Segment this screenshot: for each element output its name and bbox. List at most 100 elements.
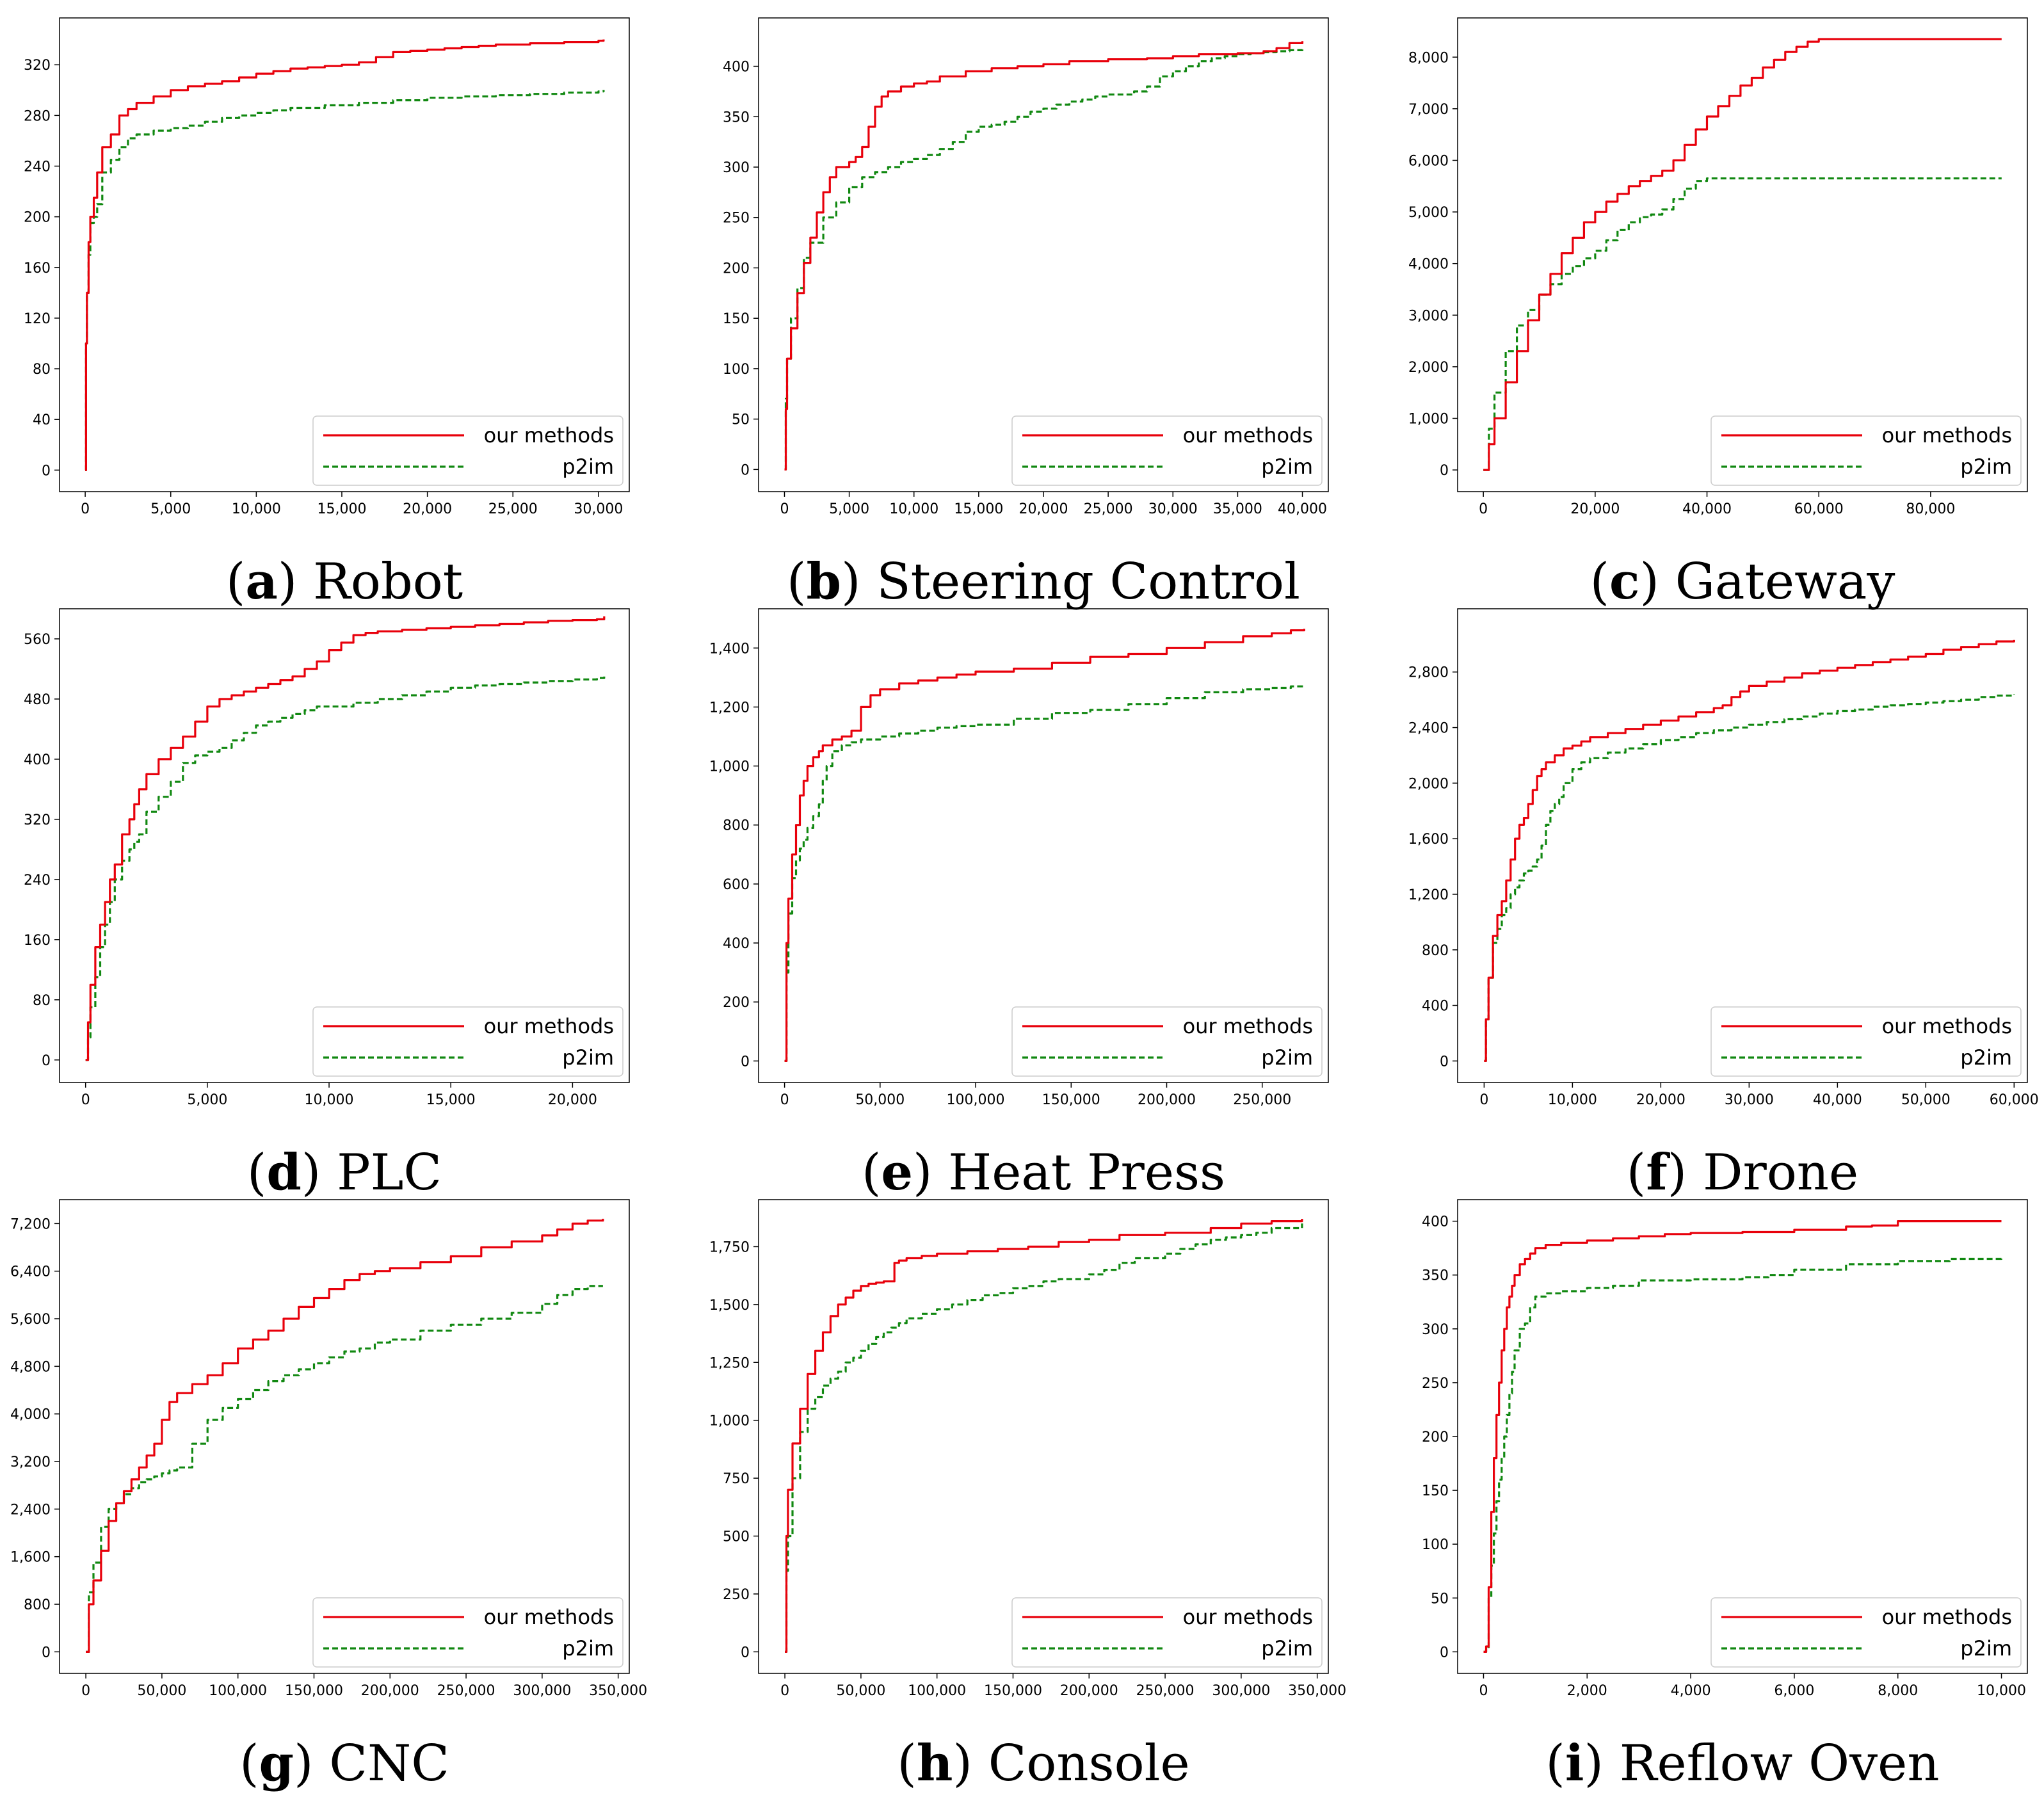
caption-title: Robot	[313, 553, 463, 611]
axes-frame	[758, 608, 1329, 1083]
legend: our methods p2im	[1710, 1006, 2022, 1077]
y-tick-label: 80	[33, 993, 51, 1009]
y-tick-label: 320	[24, 58, 51, 74]
caption-title: Console	[988, 1735, 1190, 1792]
caption-letter: i	[1565, 1734, 1584, 1792]
legend-box	[1011, 415, 1323, 486]
y-tick-label: 2,800	[1408, 665, 1449, 681]
x-tick-label: 15,000	[426, 1092, 476, 1108]
caption-title: Gateway	[1675, 553, 1895, 611]
caption-letter: b	[806, 552, 842, 611]
caption-f: (f) Drone	[1626, 1143, 1859, 1202]
chart-e-svg: 0 200 400 600 800 1,000 1,200 1,400 0 50,000 100,0…	[709, 608, 1329, 1108]
y-tick-label: 200	[24, 210, 51, 226]
y-tick-label: 320	[24, 812, 51, 828]
caption-title: CNC	[329, 1735, 449, 1792]
y-tick-label: 50	[1431, 1591, 1449, 1607]
x-tick-label: 0	[81, 501, 90, 517]
y-tick-label: 4,800	[10, 1359, 51, 1375]
legend-label-our-methods: our methods	[1183, 1014, 1313, 1038]
legend-label-our-methods: our methods	[484, 1014, 614, 1038]
x-tick-label: 350,000	[1288, 1683, 1346, 1699]
x-tick-label: 10,000	[232, 501, 281, 517]
x-tick-label: 6,000	[1774, 1683, 1814, 1699]
y-tick-label: 4,000	[1408, 257, 1449, 273]
x-tick-label: 35,000	[1213, 501, 1262, 517]
series-our-methods-line	[785, 1219, 1303, 1654]
series-our-methods-line	[86, 1218, 604, 1654]
x-tick-label: 0	[780, 1683, 789, 1699]
legend-box	[312, 1006, 624, 1077]
legend: our methods p2im	[312, 1597, 624, 1668]
caption-c: (c) Gateway	[1589, 552, 1895, 611]
legend-label-p2im: p2im	[1261, 1045, 1313, 1070]
y-tick-label: 400	[1422, 1214, 1449, 1230]
series-p2im-line	[784, 49, 1304, 471]
series-our-methods-line	[1483, 1219, 2002, 1654]
x-tick-label: 60,000	[1794, 501, 1844, 517]
caption-letter: a	[245, 552, 278, 611]
y-tick-label: 0	[42, 1053, 51, 1069]
x-tick-label: 30,000	[1725, 1092, 1774, 1108]
legend-label-our-methods: our methods	[1882, 1605, 2012, 1629]
y-tick-label: 8,000	[1408, 50, 1449, 66]
y-tick-label: 400	[24, 752, 51, 768]
series-our-methods-line	[1484, 640, 2015, 1063]
y-tick-label: 1,250	[709, 1355, 750, 1371]
y-tick-label: 0	[1440, 463, 1449, 479]
caption-h: (h) Console	[897, 1734, 1190, 1792]
x-tick-label: 100,000	[947, 1092, 1005, 1108]
y-tick-label: 240	[24, 159, 51, 175]
caption-title: PLC	[337, 1144, 442, 1202]
axes-frame	[1457, 17, 2028, 492]
y-tick-label: 0	[741, 1645, 750, 1661]
x-tick-label: 200,000	[361, 1683, 419, 1699]
legend-box	[1710, 1006, 2022, 1077]
x-tick-label: 200,000	[1060, 1683, 1118, 1699]
x-tick-label: 0	[1479, 501, 1488, 517]
x-tick-label: 150,000	[285, 1683, 343, 1699]
y-tick-label: 250	[723, 211, 750, 227]
axes-frame	[1457, 608, 2028, 1083]
axes-frame	[59, 17, 630, 492]
legend-box	[312, 1597, 624, 1668]
y-tick-label: 280	[24, 108, 51, 124]
x-tick-label: 250,000	[437, 1683, 495, 1699]
x-tick-label: 20,000	[1019, 501, 1068, 517]
y-tick-label: 1,500	[709, 1298, 750, 1314]
caption-g: (g) CNC	[239, 1734, 449, 1792]
legend: our methods p2im	[312, 415, 624, 486]
chart-panel-g: 0 800 1,600 2,400 3,200 4,000 4,800 5,600 6,400 7…	[2, 1199, 647, 1789]
y-tick-label: 1,600	[10, 1550, 51, 1566]
x-tick-label: 200,000	[1138, 1092, 1196, 1108]
y-tick-label: 480	[24, 692, 51, 708]
chart-i-svg: 0 50 100 150 200 250 300 350 400 0 2,000 4,000 6,000…	[1422, 1199, 2028, 1699]
x-tick-label: 0	[1479, 1683, 1488, 1699]
y-tick-label: 1,000	[709, 1413, 750, 1429]
y-tick-label: 240	[24, 873, 51, 889]
x-tick-label: 40,000	[1278, 501, 1327, 517]
y-tick-label: 350	[1422, 1268, 1449, 1284]
y-tick-label: 150	[1422, 1483, 1449, 1499]
y-tick-label: 750	[723, 1471, 750, 1487]
chart-panel-f: 0 400 800 1,200 1,600 2,000 2,400 2,800 0 10,000 2…	[1400, 608, 2040, 1198]
y-tick-label: 0	[741, 1054, 750, 1070]
chart-panel-h: 0 250 500 750 1,000 1,250 1,500 1,750 0 50,000 100…	[701, 1199, 1346, 1789]
x-tick-label: 0	[780, 1092, 789, 1108]
x-tick-label: 350,000	[589, 1683, 647, 1699]
y-tick-label: 2,400	[1408, 721, 1449, 737]
x-tick-label: 4,000	[1671, 1683, 1711, 1699]
series-our-methods-line	[85, 616, 606, 1061]
axes-frame	[758, 1199, 1329, 1674]
y-tick-label: 1,750	[709, 1239, 750, 1255]
y-tick-label: 5,000	[1408, 205, 1449, 221]
legend-label-p2im: p2im	[562, 455, 614, 479]
series-p2im-line	[84, 90, 605, 472]
x-tick-label: 8,000	[1878, 1683, 1918, 1699]
x-tick-label: 10,000	[1548, 1092, 1597, 1108]
series-our-methods-line	[784, 41, 1304, 471]
x-tick-label: 10,000	[1977, 1683, 2026, 1699]
legend-label-p2im: p2im	[1261, 1636, 1313, 1661]
caption-title: Reflow Oven	[1619, 1735, 1940, 1792]
x-tick-label: 5,000	[829, 501, 869, 517]
